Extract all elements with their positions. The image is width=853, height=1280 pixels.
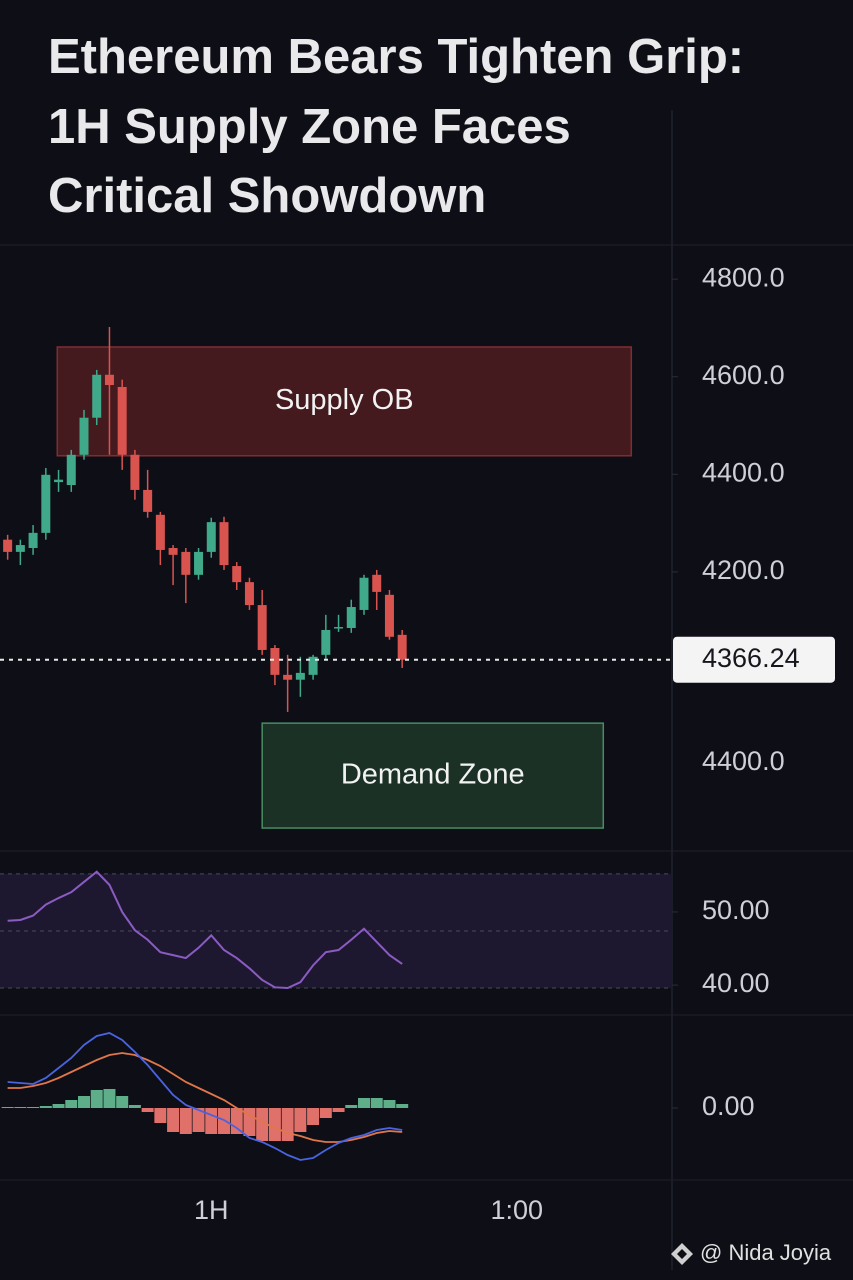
watermark-group: @ Nida Joyia [671, 1240, 832, 1265]
macd-histogram-bar [103, 1089, 116, 1108]
macd-histogram-bar [268, 1108, 281, 1141]
macd-histogram-bar [332, 1108, 345, 1112]
macd-histogram-bar [154, 1108, 167, 1123]
title-block: Ethereum Bears Tighten Grip: 1H Supply Z… [48, 30, 744, 223]
y-tick-label: 50.00 [702, 895, 770, 925]
macd-histogram-bar [281, 1108, 294, 1141]
macd-histogram-bar [256, 1108, 269, 1141]
candle-body [194, 551, 204, 575]
candle-body [3, 539, 13, 552]
macd-histogram-bar [230, 1108, 243, 1134]
macd-histogram-bar [116, 1096, 129, 1108]
title-line: 1H Supply Zone Faces [48, 100, 571, 154]
candle-body [308, 656, 318, 675]
candle-body [155, 514, 165, 550]
macd-histogram-bar [370, 1098, 383, 1108]
candle-body [244, 582, 254, 606]
candle-body [168, 547, 178, 555]
rsi-line [7, 870, 403, 990]
macd-histogram-bar [179, 1108, 192, 1134]
y-tick-label: 4800.0 [702, 262, 785, 292]
candle-body [15, 545, 25, 552]
zone-label: Demand Zone [341, 758, 525, 790]
macd-histogram-bar [39, 1106, 52, 1108]
candle-body [206, 522, 216, 552]
y-tick-label: 40.00 [702, 968, 770, 998]
macd-histogram-bar [90, 1090, 103, 1108]
title-line: Ethereum Bears Tighten Grip: [48, 30, 744, 84]
macd-histogram-bar [192, 1108, 205, 1132]
macd-line [7, 1032, 403, 1161]
macd-histogram-bar [396, 1104, 409, 1108]
macd-histogram-bar [243, 1108, 256, 1136]
macd-histogram-bar [141, 1108, 154, 1112]
watermark: @ Nida Joyia [700, 1240, 832, 1265]
title-line: Critical Showdown [48, 169, 486, 223]
candle-body [28, 532, 38, 548]
candle-body [143, 489, 153, 512]
candle-body [257, 605, 267, 650]
price-tag: 4366.24 [702, 643, 800, 673]
candle-body [321, 629, 331, 655]
candle-body [397, 634, 407, 660]
candle-body [334, 627, 344, 629]
candle-body [232, 566, 242, 583]
y-tick-label: 0.00 [702, 1091, 755, 1121]
candle-body [270, 648, 280, 675]
candle-body [372, 574, 382, 592]
candle-body [66, 454, 76, 486]
watermark-icon [671, 1243, 693, 1265]
macd-histogram-bar [128, 1105, 141, 1108]
macd-histogram-bar [345, 1105, 358, 1108]
y-tick-label: 4200.0 [702, 555, 785, 585]
macd-histogram-bar [383, 1100, 396, 1108]
candle-body [219, 522, 229, 566]
macd-histogram-bar [65, 1100, 78, 1108]
candle-body [117, 386, 127, 455]
candle-body [130, 454, 140, 490]
candle-body [92, 374, 102, 418]
macd-histogram-bar [14, 1107, 27, 1108]
candle-body [283, 674, 293, 680]
macd-histogram-bar [205, 1108, 218, 1134]
macd-histogram-bar [1, 1107, 14, 1108]
zone [56, 346, 633, 457]
macd-histogram-bar [319, 1108, 332, 1118]
macd-histogram-bar [167, 1108, 180, 1132]
candle-body [384, 594, 394, 637]
candle-body [41, 474, 51, 533]
y-tick-label: 4400.0 [702, 457, 785, 487]
y-tick-label: 4600.0 [702, 360, 785, 390]
macd-histogram-bar [52, 1104, 65, 1108]
zone [261, 722, 605, 829]
zone-label: Supply OB [275, 384, 414, 416]
signal-line [7, 1052, 403, 1143]
candle-body [79, 417, 89, 455]
candle-body [346, 607, 356, 629]
macd-histogram-bar [27, 1107, 40, 1108]
macd-histogram-bar [294, 1108, 307, 1132]
macd-histogram-bar [358, 1098, 370, 1108]
x-tick-label: 1:00 [490, 1195, 543, 1225]
candle-body [104, 374, 114, 386]
candle-body [359, 577, 369, 610]
macd-histogram-bar [307, 1108, 320, 1125]
macd-histogram-bar [78, 1096, 90, 1108]
candle-body [295, 672, 305, 680]
candle-body [181, 551, 191, 575]
candle-body [54, 479, 64, 483]
x-tick-label: 1H [194, 1195, 229, 1225]
axis-note: 4400.0 [702, 746, 785, 776]
price-tag-box [673, 636, 835, 683]
